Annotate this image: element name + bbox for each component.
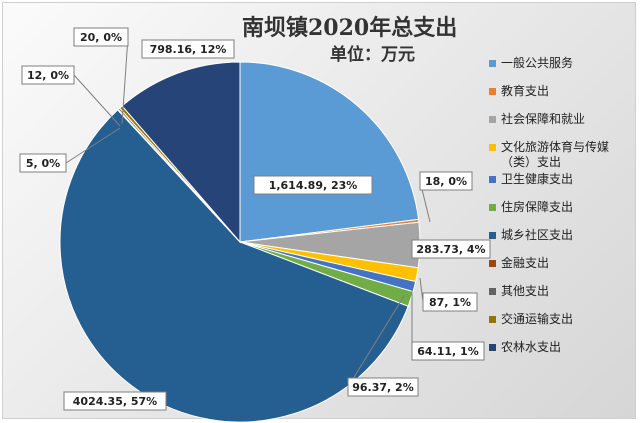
chart-title: 南坝镇2020年总支出 <box>242 15 458 41</box>
data-label-text: 64.11, 1% <box>417 345 478 358</box>
data-label: 64.11, 1% <box>411 341 485 361</box>
data-label-text: 798.16, 12% <box>150 43 227 56</box>
legend-swatch <box>489 344 496 351</box>
legend-label: 卫生健康支出 <box>501 172 574 186</box>
legend-item: 教育支出 <box>487 84 635 102</box>
data-label-text: 1,614.89, 23% <box>269 179 358 192</box>
legend-swatch <box>489 88 496 95</box>
legend-swatch <box>489 232 496 239</box>
legend-item: 卫生健康支出 <box>487 172 635 190</box>
data-label-text: 87, 1% <box>429 296 471 309</box>
legend-item: 文化旅游体育与传媒 （类）支出 <box>487 140 635 169</box>
legend-label: 交通运输支出 <box>501 312 574 326</box>
data-label: 4024.35, 57% <box>63 391 167 411</box>
data-label: 87, 1% <box>422 292 478 312</box>
data-label: 1,614.89, 23% <box>253 175 373 195</box>
legend-label: 其他支出 <box>501 284 550 298</box>
legend-swatch <box>489 144 496 151</box>
data-label-text: 4024.35, 57% <box>73 395 157 408</box>
data-label-text: 12, 0% <box>27 69 69 82</box>
leader-line <box>121 36 129 125</box>
legend-label: 金融支出 <box>501 256 550 270</box>
leader-line <box>347 295 405 388</box>
legend-item: 社会保障和就业 <box>487 112 635 130</box>
legend-label: 社会保障和就业 <box>501 112 586 126</box>
legend-label: 教育支出 <box>501 84 550 98</box>
legend-item: 城乡社区支出 <box>487 228 635 246</box>
legend-label: 农林水支出 <box>501 340 562 354</box>
legend-item: 住房保障支出 <box>487 200 635 218</box>
leader-line <box>73 74 121 127</box>
legend-item: 交通运输支出 <box>487 312 635 330</box>
legend-swatch <box>489 260 496 267</box>
legend-label: 城乡社区支出 <box>501 228 574 242</box>
data-label: 96.37, 2% <box>347 377 419 397</box>
pie-slice <box>121 61 241 244</box>
legend-item: 一般公共服务 <box>487 56 635 74</box>
legend-item: 其他支出 <box>487 284 635 302</box>
data-label-text: 96.37, 2% <box>352 381 413 394</box>
chart-subtitle: 单位：万元 <box>330 45 415 65</box>
legend-swatch <box>489 60 496 67</box>
data-label: 12, 0% <box>21 65 75 85</box>
legend-item: 金融支出 <box>487 256 635 274</box>
data-label: 283.73, 4% <box>411 239 491 259</box>
legend-swatch <box>489 116 496 123</box>
data-label: 20, 0% <box>73 27 129 47</box>
legend-swatch <box>489 316 496 323</box>
legend-swatch <box>489 288 496 295</box>
data-label-text: 20, 0% <box>80 31 122 44</box>
legend-item: 农林水支出 <box>487 340 635 358</box>
data-label-text: 283.73, 4% <box>416 243 485 256</box>
pie-slice <box>239 61 420 243</box>
legend-label: 住房保障支出 <box>501 200 574 214</box>
legend-swatch <box>489 176 496 183</box>
legend-label: 文化旅游体育与传媒 （类）支出 <box>501 140 610 169</box>
data-label-text: 5, 0% <box>26 157 60 170</box>
data-label: 18, 0% <box>419 171 473 191</box>
data-label: 5, 0% <box>19 153 67 173</box>
leader-line <box>65 127 121 164</box>
legend-swatch <box>489 204 496 211</box>
data-label: 798.16, 12% <box>141 39 235 59</box>
data-label-text: 18, 0% <box>425 175 467 188</box>
legend-label: 一般公共服务 <box>501 56 574 70</box>
